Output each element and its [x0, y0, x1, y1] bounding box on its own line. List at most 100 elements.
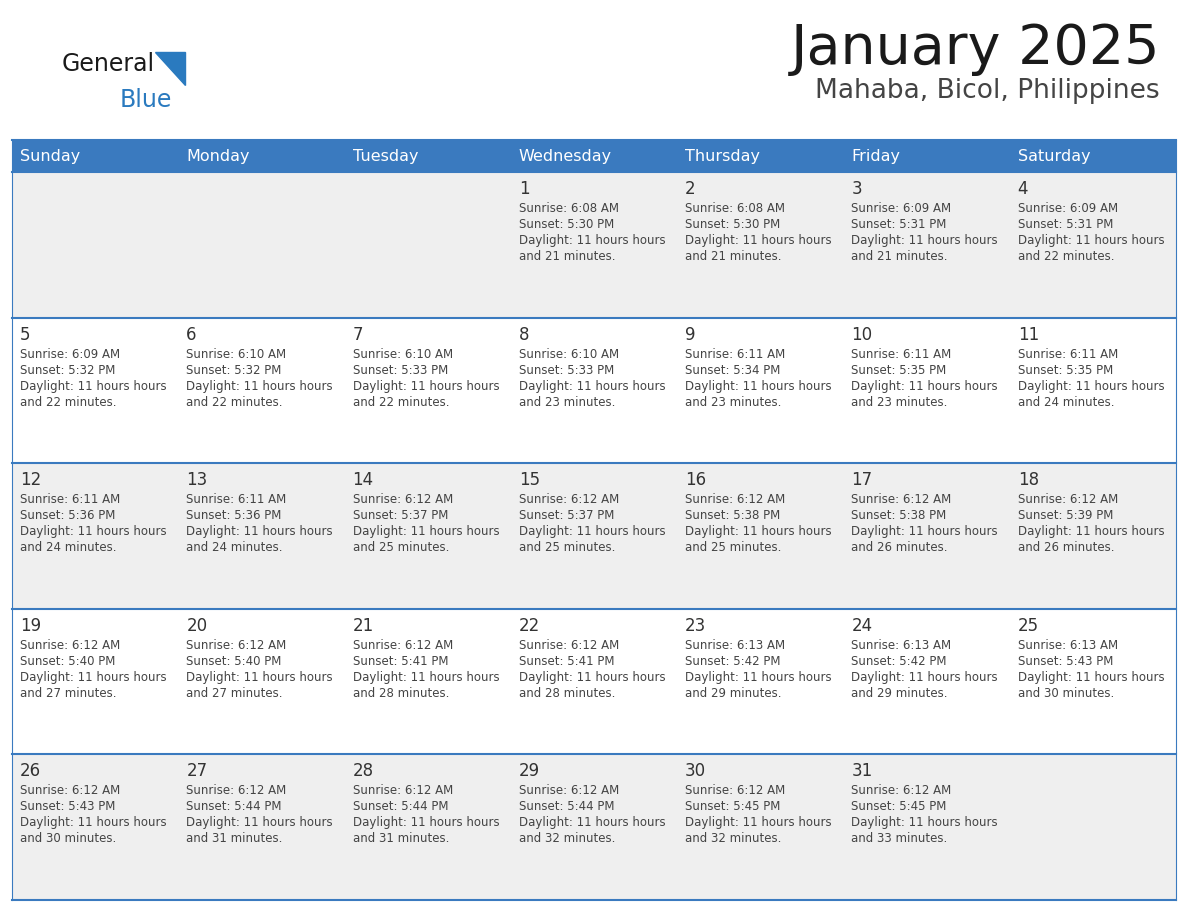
Text: and 24 minutes.: and 24 minutes.: [1018, 396, 1114, 409]
Text: Sunset: 5:38 PM: Sunset: 5:38 PM: [685, 509, 781, 522]
Text: Sunrise: 6:12 AM: Sunrise: 6:12 AM: [685, 784, 785, 798]
Text: Sunset: 5:33 PM: Sunset: 5:33 PM: [353, 364, 448, 376]
Text: Sunrise: 6:08 AM: Sunrise: 6:08 AM: [519, 202, 619, 215]
Text: Daylight: 11 hours hours: Daylight: 11 hours hours: [20, 816, 166, 829]
Text: Daylight: 11 hours hours: Daylight: 11 hours hours: [20, 525, 166, 538]
Text: Sunset: 5:31 PM: Sunset: 5:31 PM: [852, 218, 947, 231]
Text: Sunset: 5:44 PM: Sunset: 5:44 PM: [353, 800, 448, 813]
Text: Daylight: 11 hours hours: Daylight: 11 hours hours: [20, 380, 166, 393]
Text: Daylight: 11 hours hours: Daylight: 11 hours hours: [353, 380, 499, 393]
Text: Sunrise: 6:12 AM: Sunrise: 6:12 AM: [20, 639, 120, 652]
Text: Daylight: 11 hours hours: Daylight: 11 hours hours: [852, 380, 998, 393]
Text: Daylight: 11 hours hours: Daylight: 11 hours hours: [353, 525, 499, 538]
Text: Thursday: Thursday: [685, 149, 760, 163]
Text: and 22 minutes.: and 22 minutes.: [20, 396, 116, 409]
Text: and 30 minutes.: and 30 minutes.: [20, 833, 116, 845]
Text: Sunrise: 6:12 AM: Sunrise: 6:12 AM: [852, 493, 952, 506]
Text: 20: 20: [187, 617, 208, 635]
Text: Daylight: 11 hours hours: Daylight: 11 hours hours: [685, 380, 832, 393]
Text: 4: 4: [1018, 180, 1029, 198]
Text: Sunset: 5:31 PM: Sunset: 5:31 PM: [1018, 218, 1113, 231]
Text: Sunset: 5:37 PM: Sunset: 5:37 PM: [519, 509, 614, 522]
Bar: [12, 464, 1176, 609]
Text: Daylight: 11 hours hours: Daylight: 11 hours hours: [187, 380, 333, 393]
Text: 7: 7: [353, 326, 364, 343]
Text: Daylight: 11 hours hours: Daylight: 11 hours hours: [685, 816, 832, 829]
Text: Daylight: 11 hours hours: Daylight: 11 hours hours: [20, 671, 166, 684]
Text: and 22 minutes.: and 22 minutes.: [353, 396, 449, 409]
Text: Sunrise: 6:12 AM: Sunrise: 6:12 AM: [519, 639, 619, 652]
Text: Sunrise: 6:12 AM: Sunrise: 6:12 AM: [353, 493, 453, 506]
Text: 11: 11: [1018, 326, 1040, 343]
Text: and 21 minutes.: and 21 minutes.: [685, 250, 782, 263]
Text: 28: 28: [353, 763, 374, 780]
Text: and 21 minutes.: and 21 minutes.: [519, 250, 615, 263]
Text: Daylight: 11 hours hours: Daylight: 11 hours hours: [519, 380, 665, 393]
Text: Daylight: 11 hours hours: Daylight: 11 hours hours: [519, 234, 665, 247]
Text: Sunrise: 6:12 AM: Sunrise: 6:12 AM: [20, 784, 120, 798]
Text: Sunrise: 6:13 AM: Sunrise: 6:13 AM: [685, 639, 785, 652]
Text: 10: 10: [852, 326, 872, 343]
Text: Sunrise: 6:10 AM: Sunrise: 6:10 AM: [519, 348, 619, 361]
Bar: [12, 172, 1176, 318]
Text: Sunset: 5:33 PM: Sunset: 5:33 PM: [519, 364, 614, 376]
Text: and 28 minutes.: and 28 minutes.: [353, 687, 449, 700]
Text: Sunrise: 6:12 AM: Sunrise: 6:12 AM: [353, 639, 453, 652]
Text: Daylight: 11 hours hours: Daylight: 11 hours hours: [519, 525, 665, 538]
Text: Saturday: Saturday: [1018, 149, 1091, 163]
Text: Daylight: 11 hours hours: Daylight: 11 hours hours: [353, 816, 499, 829]
Text: and 22 minutes.: and 22 minutes.: [187, 396, 283, 409]
Text: Sunrise: 6:12 AM: Sunrise: 6:12 AM: [519, 784, 619, 798]
Text: Daylight: 11 hours hours: Daylight: 11 hours hours: [187, 525, 333, 538]
Text: and 26 minutes.: and 26 minutes.: [1018, 542, 1114, 554]
Text: Blue: Blue: [120, 88, 172, 112]
Text: Sunrise: 6:12 AM: Sunrise: 6:12 AM: [519, 493, 619, 506]
Text: 16: 16: [685, 471, 707, 489]
Text: Sunset: 5:41 PM: Sunset: 5:41 PM: [353, 655, 448, 667]
Text: Sunset: 5:32 PM: Sunset: 5:32 PM: [20, 364, 115, 376]
Text: Daylight: 11 hours hours: Daylight: 11 hours hours: [852, 671, 998, 684]
Text: Sunrise: 6:11 AM: Sunrise: 6:11 AM: [685, 348, 785, 361]
Text: Daylight: 11 hours hours: Daylight: 11 hours hours: [1018, 671, 1164, 684]
Text: and 25 minutes.: and 25 minutes.: [353, 542, 449, 554]
Text: Sunrise: 6:10 AM: Sunrise: 6:10 AM: [353, 348, 453, 361]
Text: Sunset: 5:35 PM: Sunset: 5:35 PM: [852, 364, 947, 376]
Text: and 26 minutes.: and 26 minutes.: [852, 542, 948, 554]
Text: and 23 minutes.: and 23 minutes.: [519, 396, 615, 409]
Text: Sunset: 5:35 PM: Sunset: 5:35 PM: [1018, 364, 1113, 376]
Text: Sunset: 5:39 PM: Sunset: 5:39 PM: [1018, 509, 1113, 522]
Text: and 27 minutes.: and 27 minutes.: [20, 687, 116, 700]
Text: Daylight: 11 hours hours: Daylight: 11 hours hours: [685, 671, 832, 684]
Text: January 2025: January 2025: [790, 22, 1159, 76]
Text: Daylight: 11 hours hours: Daylight: 11 hours hours: [852, 234, 998, 247]
Text: Daylight: 11 hours hours: Daylight: 11 hours hours: [1018, 380, 1164, 393]
Text: Sunset: 5:41 PM: Sunset: 5:41 PM: [519, 655, 614, 667]
Text: 23: 23: [685, 617, 707, 635]
Text: Daylight: 11 hours hours: Daylight: 11 hours hours: [519, 671, 665, 684]
Text: 8: 8: [519, 326, 530, 343]
Text: 17: 17: [852, 471, 872, 489]
Text: Sunrise: 6:10 AM: Sunrise: 6:10 AM: [187, 348, 286, 361]
Text: Daylight: 11 hours hours: Daylight: 11 hours hours: [187, 671, 333, 684]
Text: and 23 minutes.: and 23 minutes.: [852, 396, 948, 409]
Text: and 29 minutes.: and 29 minutes.: [852, 687, 948, 700]
Text: Sunset: 5:36 PM: Sunset: 5:36 PM: [187, 509, 282, 522]
Text: 14: 14: [353, 471, 374, 489]
Text: and 31 minutes.: and 31 minutes.: [187, 833, 283, 845]
Text: Daylight: 11 hours hours: Daylight: 11 hours hours: [685, 525, 832, 538]
Text: Sunset: 5:30 PM: Sunset: 5:30 PM: [685, 218, 781, 231]
Text: 12: 12: [20, 471, 42, 489]
Text: 30: 30: [685, 763, 707, 780]
Text: Sunrise: 6:12 AM: Sunrise: 6:12 AM: [852, 784, 952, 798]
Text: and 33 minutes.: and 33 minutes.: [852, 833, 948, 845]
Text: Sunrise: 6:08 AM: Sunrise: 6:08 AM: [685, 202, 785, 215]
Text: Daylight: 11 hours hours: Daylight: 11 hours hours: [685, 234, 832, 247]
Text: Daylight: 11 hours hours: Daylight: 11 hours hours: [1018, 525, 1164, 538]
Polygon shape: [154, 52, 185, 85]
Text: 18: 18: [1018, 471, 1038, 489]
Text: Sunrise: 6:11 AM: Sunrise: 6:11 AM: [852, 348, 952, 361]
Text: Sunset: 5:38 PM: Sunset: 5:38 PM: [852, 509, 947, 522]
Text: Sunday: Sunday: [20, 149, 81, 163]
Text: Sunset: 5:42 PM: Sunset: 5:42 PM: [685, 655, 781, 667]
Text: Sunrise: 6:11 AM: Sunrise: 6:11 AM: [20, 493, 120, 506]
